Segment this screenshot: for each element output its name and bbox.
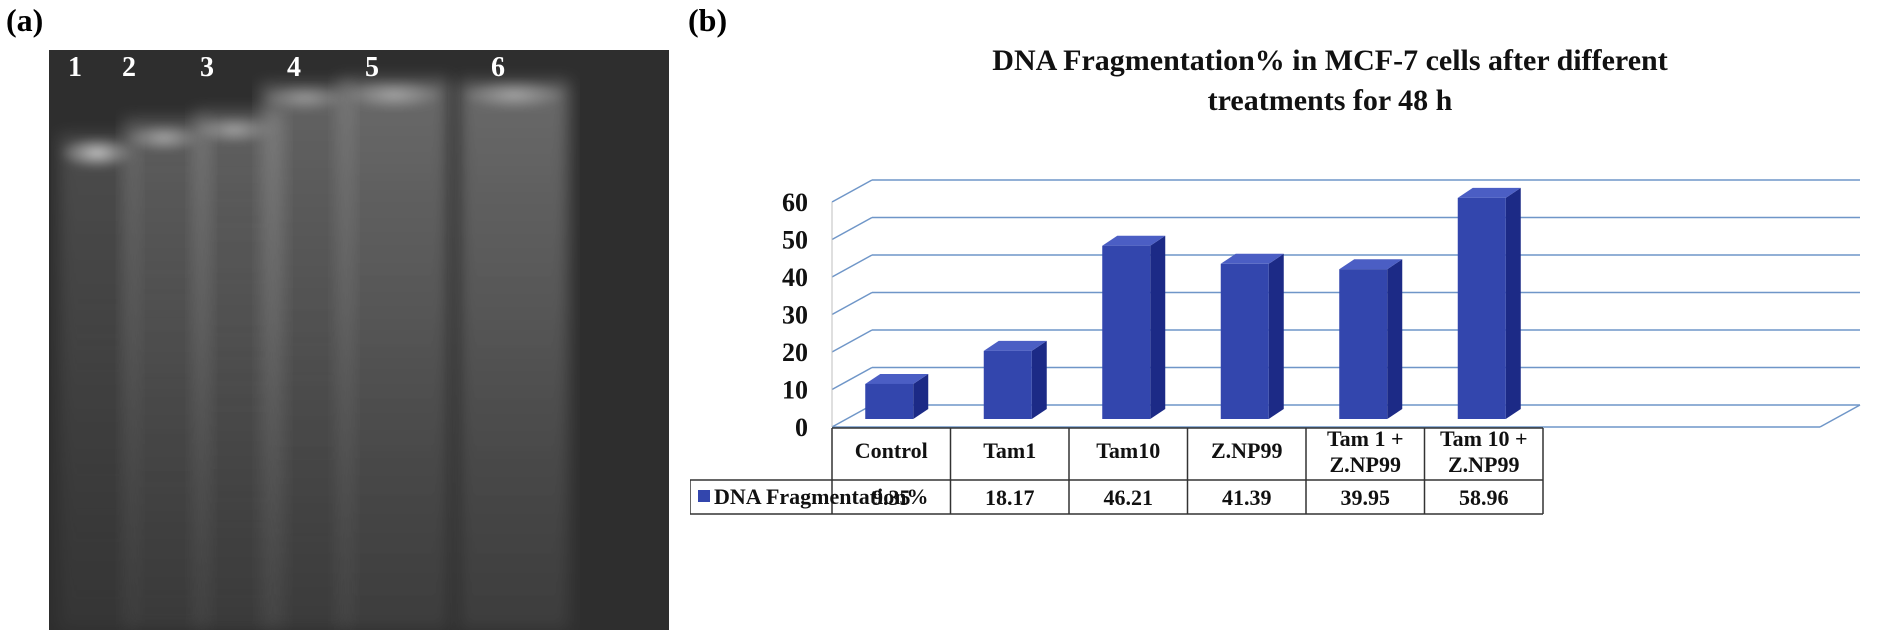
grid-diag-2 bbox=[831, 329, 873, 353]
bar-top-1 bbox=[983, 340, 1047, 351]
lane-label-1: 1 bbox=[68, 52, 82, 83]
bar-1 bbox=[983, 340, 1047, 419]
category-label-2: Tam10 bbox=[1096, 438, 1160, 463]
bar-side-4 bbox=[1387, 259, 1403, 419]
panel-b-label: (b) bbox=[688, 2, 728, 38]
bar-3 bbox=[1220, 253, 1284, 419]
grid-diag-3 bbox=[831, 291, 873, 316]
bar-top-0 bbox=[865, 373, 929, 384]
lane-label-2: 2 bbox=[122, 52, 136, 83]
value-label-4: 39.95 bbox=[1341, 485, 1391, 510]
category-label-0: Control bbox=[855, 438, 928, 463]
value-label-3: 41.39 bbox=[1222, 485, 1272, 510]
value-label-0: 9.35 bbox=[872, 485, 911, 510]
chart-title-line-1: DNA Fragmentation% in MCF-7 cells after … bbox=[992, 44, 1667, 77]
lane-label-3: 3 bbox=[200, 52, 214, 83]
bar-side-3 bbox=[1268, 253, 1284, 419]
value-label-1: 18.17 bbox=[985, 485, 1035, 510]
y-tick-20: 20 bbox=[782, 338, 808, 367]
category-label-5: Tam 10 + Z.NP99 bbox=[1440, 426, 1528, 477]
bar-top-2 bbox=[1102, 235, 1166, 246]
category-label-4: Tam 1 + Z.NP99 bbox=[1327, 426, 1404, 477]
bar-top-5 bbox=[1457, 187, 1521, 198]
panel-a-label: (a) bbox=[6, 2, 44, 38]
bar-side-5 bbox=[1505, 187, 1521, 419]
bar-4 bbox=[1339, 259, 1403, 419]
category-label-1: Tam1 bbox=[983, 438, 1036, 463]
grid-diag-5 bbox=[831, 216, 873, 241]
lane-label-6: 6 bbox=[491, 52, 505, 83]
bar-side-2 bbox=[1150, 235, 1166, 419]
legend-swatch bbox=[698, 490, 710, 502]
bar-5 bbox=[1457, 187, 1521, 419]
y-tick-30: 30 bbox=[782, 301, 808, 330]
bar-front-2 bbox=[1102, 245, 1151, 419]
bar-side-0 bbox=[913, 373, 929, 419]
lane-label-4: 4 bbox=[287, 52, 301, 83]
data-table: Control Tam1 Tam10 Z.NP99 Tam 1 + Z.NP99 Tam 1… bbox=[690, 426, 1544, 515]
bar-0 bbox=[865, 373, 929, 419]
legend-series-name: DNA Fragmentation% bbox=[714, 484, 928, 509]
y-axis-ticks: 0 10 20 30 40 50 60 bbox=[782, 188, 808, 442]
bar-2 bbox=[1102, 235, 1166, 419]
bar-front-0 bbox=[865, 383, 914, 419]
chart-title-line-2: treatments for 48 h bbox=[1208, 84, 1453, 117]
bar-top-4 bbox=[1339, 259, 1403, 270]
bar-side-1 bbox=[1031, 340, 1047, 419]
y-tick-60: 60 bbox=[782, 188, 808, 217]
lane-label-5: 5 bbox=[365, 52, 379, 83]
bar-front-1 bbox=[983, 350, 1032, 419]
gel-image bbox=[49, 50, 669, 630]
chart-bars bbox=[865, 187, 1521, 419]
floor-right-edge bbox=[1819, 404, 1861, 428]
y-tick-50: 50 bbox=[782, 226, 808, 255]
chart-title: DNA Fragmentation% in MCF-7 cells after … bbox=[992, 44, 1667, 117]
y-tick-10: 10 bbox=[782, 376, 808, 405]
grid-diag-4 bbox=[831, 254, 873, 278]
grid-diag-1 bbox=[831, 366, 873, 391]
value-label-5: 58.96 bbox=[1459, 485, 1509, 510]
y-tick-0: 0 bbox=[795, 413, 808, 442]
bar-front-4 bbox=[1339, 269, 1388, 419]
value-label-2: 46.21 bbox=[1104, 485, 1154, 510]
grid-diag-6 bbox=[831, 179, 873, 203]
fragmentation-chart: DNA Fragmentation% in MCF-7 cells after … bbox=[690, 44, 1861, 515]
bar-top-3 bbox=[1220, 253, 1284, 264]
category-label-3: Z.NP99 bbox=[1211, 438, 1283, 463]
bar-front-3 bbox=[1220, 263, 1269, 419]
y-tick-40: 40 bbox=[782, 263, 808, 292]
bar-front-5 bbox=[1457, 197, 1506, 419]
